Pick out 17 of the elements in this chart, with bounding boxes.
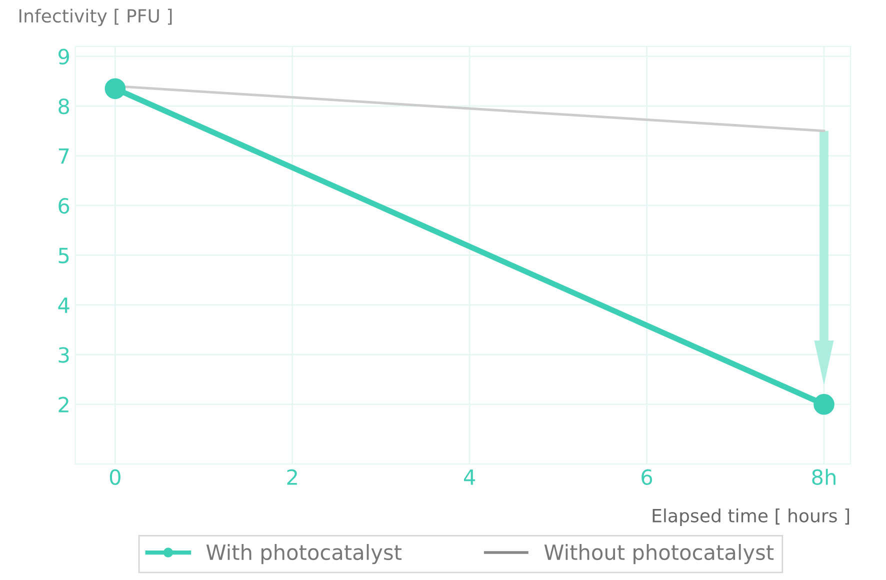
- y-tick-label: 6: [58, 198, 70, 214]
- text: Without photocatalyst: [544, 544, 774, 564]
- y-tick-label: 2: [58, 396, 68, 412]
- y-tick-label: 8: [58, 98, 70, 114]
- x-tick-label: 2: [287, 469, 297, 485]
- y-tick-label: 3: [58, 347, 69, 363]
- y-tick-label: 7: [58, 148, 69, 164]
- x-tick-label: 8h: [812, 468, 836, 485]
- y-tick-label: 4: [58, 298, 70, 313]
- legend-label: With photocatalyst: [206, 544, 402, 564]
- x-tick-label: 6: [642, 469, 652, 485]
- x-tick-label: 4: [464, 470, 476, 485]
- x-tick-label: 0: [110, 469, 120, 485]
- x-axis-title: Elapsed time [ hours ]: [652, 508, 850, 526]
- y-axis-title: Infectivity [ PFU ]: [19, 8, 172, 26]
- y-tick-label: 5: [58, 248, 69, 264]
- y-tick-label: 9: [58, 48, 69, 65]
